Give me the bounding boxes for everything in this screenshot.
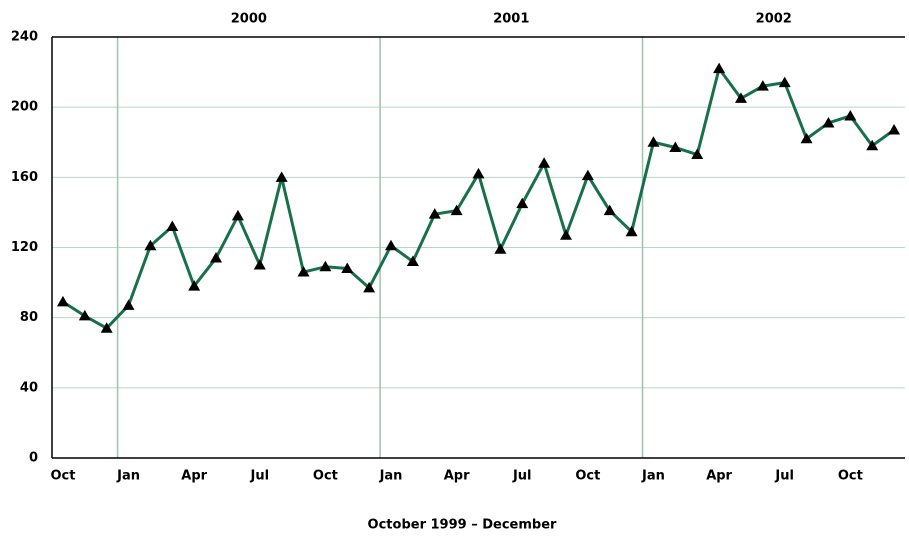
marker <box>581 169 594 181</box>
x-tick-label: Apr <box>181 469 207 484</box>
y-tick-label: 40 <box>20 380 38 395</box>
y-tick-label: 120 <box>11 240 38 255</box>
marker <box>538 157 551 168</box>
marker <box>888 123 901 135</box>
marker <box>669 141 682 153</box>
marker <box>625 225 638 237</box>
marker <box>734 92 747 103</box>
marker <box>319 260 332 272</box>
y-tick-label: 80 <box>20 310 38 325</box>
x-tick-label: Oct <box>50 469 75 484</box>
year-label: 2000 <box>231 12 267 27</box>
x-tick-label: Oct <box>313 469 338 484</box>
y-tick-label: 0 <box>29 451 38 466</box>
y-tick-label: 240 <box>11 30 38 45</box>
marker <box>188 280 201 291</box>
marker <box>78 309 91 321</box>
x-tick-label: Jan <box>379 469 403 484</box>
y-tick-label: 160 <box>11 170 38 185</box>
x-tick-label: Jan <box>116 469 140 484</box>
marker <box>56 295 69 307</box>
marker <box>800 132 813 144</box>
year-label: 2001 <box>493 12 529 27</box>
x-axis-title: October 1999 – December <box>368 518 557 533</box>
marker <box>144 239 157 251</box>
x-tick-label: Apr <box>706 469 732 484</box>
marker <box>122 299 135 310</box>
marker <box>866 139 879 151</box>
marker <box>647 136 660 147</box>
marker <box>494 243 507 254</box>
marker <box>166 220 179 231</box>
marker <box>778 76 791 88</box>
marker <box>253 259 266 270</box>
year-label: 2002 <box>756 12 792 27</box>
x-tick-label: Oct <box>838 469 863 484</box>
marker <box>385 239 398 251</box>
x-tick-label: Jan <box>641 469 665 484</box>
marker <box>516 197 529 209</box>
marker <box>559 229 572 240</box>
marker <box>450 204 463 216</box>
x-tick-label: Jul <box>774 469 794 484</box>
x-tick-label: Oct <box>575 469 600 484</box>
marker <box>210 252 223 263</box>
marker <box>691 148 704 160</box>
x-tick-label: Jul <box>250 469 270 484</box>
marker <box>231 209 244 221</box>
marker <box>341 262 354 274</box>
marker <box>756 80 769 91</box>
marker <box>603 204 616 216</box>
marker <box>363 281 376 293</box>
marker <box>406 255 419 267</box>
marker <box>822 116 835 128</box>
marker <box>297 266 310 277</box>
marker <box>428 208 441 219</box>
marker <box>713 62 726 74</box>
marker <box>472 167 485 179</box>
y-tick-label: 200 <box>11 100 38 115</box>
marker <box>100 322 113 333</box>
x-tick-label: Jul <box>512 469 532 484</box>
x-tick-label: Apr <box>444 469 470 484</box>
marker <box>844 109 857 121</box>
marker <box>275 171 288 182</box>
